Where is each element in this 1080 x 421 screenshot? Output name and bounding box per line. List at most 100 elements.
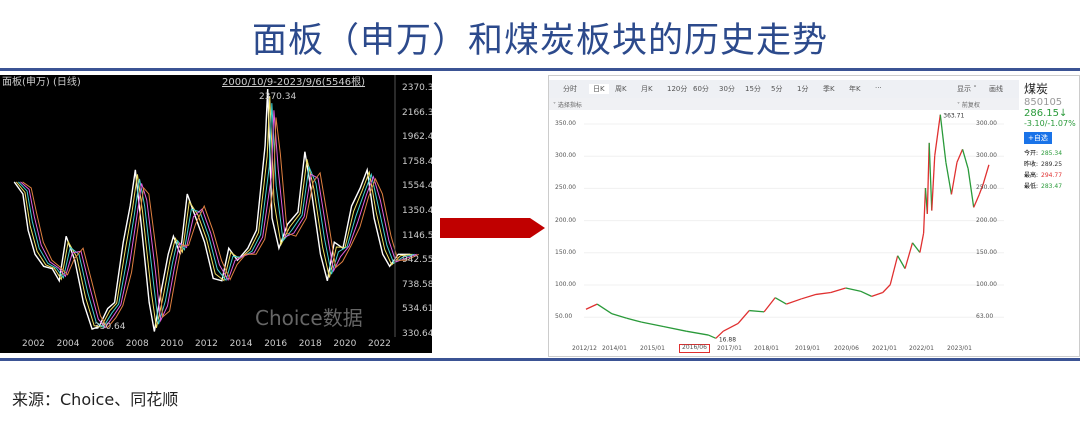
title-divider [0,68,1080,71]
price-segment [786,298,802,305]
arrow-right-icon [440,218,545,238]
y-tick-label: 330.64 [402,329,432,339]
y-tick-right: 250.00 [976,184,997,192]
y-tick-left: 50.00 [555,313,573,321]
change: -3.10/-1.07% [1024,119,1076,128]
display-menu[interactable]: 显示 ˅ [957,85,977,93]
price: 286.15↓ [1024,108,1068,119]
y-tick-left: 250.00 [555,184,576,192]
price-segment [641,321,665,328]
price-segment [939,114,947,163]
adjust-select[interactable]: ˅ 前复权 [957,102,980,109]
price-segment [708,334,717,339]
sector-name: 煤炭 [1024,82,1049,96]
indicator-select[interactable]: ˅ 选择指标 [553,102,582,109]
tab-period[interactable]: 1分 [797,85,809,93]
price-segment [961,149,969,169]
stat-value: 285.34 [1041,149,1063,157]
price-segment [763,297,776,313]
x-tick-label: 2021/01 [872,345,897,352]
tab-period[interactable]: 分时 [563,85,577,93]
y-tick-label: 1350.4 [402,206,432,216]
stat-label: 昨收: [1024,160,1039,168]
price-segment [982,164,990,185]
tab-period[interactable]: 日K [589,84,609,94]
price-segment [945,162,953,195]
stat-row: 最高: 294.77 [1024,170,1079,179]
panel-index-chart: 面板(申万) (日线) 2000/10/9-2023/9/6(5546根) 23… [0,75,432,353]
price-segment [919,233,925,253]
x-tick-label: 2014/01 [602,345,627,352]
price-segment [871,291,884,297]
price-segment [774,297,787,305]
x-tick-label: 2002 [22,339,45,349]
stat-value: 289.25 [1041,160,1063,168]
tab-period[interactable]: 周K [615,85,627,93]
tab-period[interactable]: ··· [875,84,882,92]
x-tick-label: 2019/01 [795,345,820,352]
panel-chart-svg [13,75,419,337]
x-tick-label: 2022/01 [909,345,934,352]
price-segment [956,149,964,163]
price-segment [626,317,642,323]
y-tick-label: 1758.4 [402,156,432,167]
x-tick-label: 2017/01 [717,345,742,352]
period-tabs: 分时 日K 周K 月K 120分 60分 30分 15分 5分 1分 季K 年K ··· 显示 ˅ 画线 [549,80,1019,98]
price-segment [934,114,941,156]
x-tick-label: 2016 [264,339,288,349]
tab-period[interactable]: 120分 [667,85,688,93]
tab-period[interactable]: 月K [641,85,653,93]
y-tick-right: 200.00 [976,216,997,224]
date-range: 2000/10/9-2023/9/6(5546根) [222,77,366,88]
coal-chart-svg: 363.71 16.88 [584,113,1004,343]
x-tick-label: 2004 [56,339,80,349]
sector-code: 850105 [1024,97,1063,108]
price-segment [663,326,687,332]
y-tick-label: 2370.3 [402,83,432,93]
draw-button[interactable]: 画线 [989,85,1003,93]
add-watchlist-button[interactable]: +自选 [1024,131,1052,144]
tab-period[interactable]: 5分 [771,85,783,93]
source-note: 来源：Choice、同花顺 [12,390,179,409]
tab-period[interactable]: 30分 [719,85,735,93]
y-tick-left: 200.00 [555,216,576,224]
tab-period[interactable]: 季K [823,85,835,93]
x-tick-label: 2015/01 [640,345,665,352]
price-segment [800,293,817,300]
y-tick-left: 350.00 [555,120,576,127]
y-tick-label: 738.58 [402,279,432,290]
stat-row: 今开: 285.34 [1024,148,1079,157]
price-segment [860,290,872,297]
watermark: Choice数据 [255,306,363,330]
price-segment [897,255,906,269]
price-segment [889,255,899,285]
y-tick-label: 534.61 [402,304,432,315]
footer-divider [0,358,1080,361]
price-segment [596,303,613,315]
chart-title: 面板(申万) (日线) [2,77,81,88]
stat-value: 283.47 [1041,182,1063,190]
y-tick-left: 300.00 [555,152,576,160]
price-segment [737,310,750,324]
price-segment [722,322,739,332]
y-tick-right: 150.00 [976,248,997,256]
x-tick-label: 2010 [160,339,184,349]
slide-title: 面板（申万）和煤炭板块的历史走势 [251,21,828,61]
price-segment [585,303,598,310]
price-segment [973,194,980,208]
tab-period[interactable]: 60分 [693,85,709,93]
coal-chart-panel: 分时 日K 周K 月K 120分 60分 30分 15分 5分 1分 季K 年K ··· 显示 ˅ 画线… [548,75,1080,357]
stat-row: 昨收: 289.25 [1024,159,1079,168]
x-tick-label: 2020/06 [834,345,859,352]
price-segment [922,187,927,234]
tab-period[interactable]: 15分 [745,85,761,93]
x-tick-label: 2018/01 [754,345,779,352]
y-tick-label: 1146.5 [402,230,432,241]
x-tick-label: 2016/06 [679,344,710,353]
tab-period[interactable]: 年K [849,85,861,93]
max-annotation: 363.71 [943,113,964,120]
price-segment [882,284,891,293]
price-segment [978,184,984,195]
x-tick-label: 2022 [368,339,391,349]
moving-average-line [22,117,419,329]
